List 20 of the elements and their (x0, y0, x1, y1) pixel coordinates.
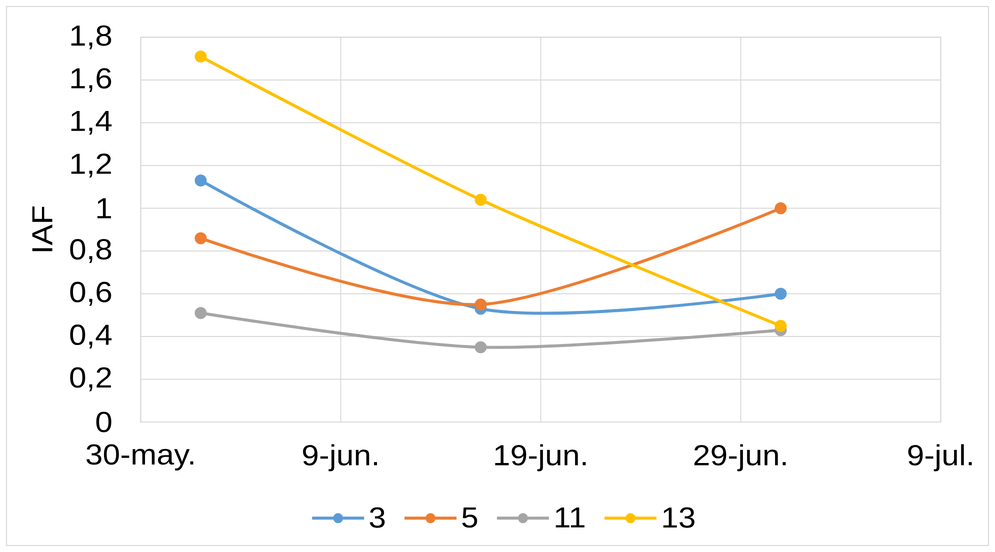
y-tick-label: 1,8 (71, 25, 112, 50)
x-tick-label: 19-jun. (495, 444, 586, 472)
x-tick-label: 30-may. (86, 444, 194, 470)
y-tick-label: 0,8 (70, 239, 112, 264)
legend-label: 11 (556, 507, 584, 528)
y-axis-title: IAF (32, 206, 52, 252)
y-tick-label: 0 (96, 412, 112, 432)
y-tick-label: 0,2 (70, 367, 111, 392)
legend-label: 13 (663, 507, 694, 528)
y-tick-label: 0,6 (70, 282, 112, 306)
x-tick-label: 9-jun. (303, 444, 377, 472)
y-tick-label: 0,4 (70, 324, 112, 348)
y-tick-label: 1,6 (71, 68, 112, 92)
legend-label: 5 (462, 507, 478, 528)
y-tick-label: 1,2 (71, 154, 111, 178)
legend-label: 3 (370, 507, 385, 528)
y-tick-label: 1 (97, 198, 111, 218)
x-tick-label: 29-jun. (694, 444, 786, 472)
x-tick-label: 9-jul. (908, 444, 972, 472)
y-tick-label: 1,4 (71, 110, 112, 135)
